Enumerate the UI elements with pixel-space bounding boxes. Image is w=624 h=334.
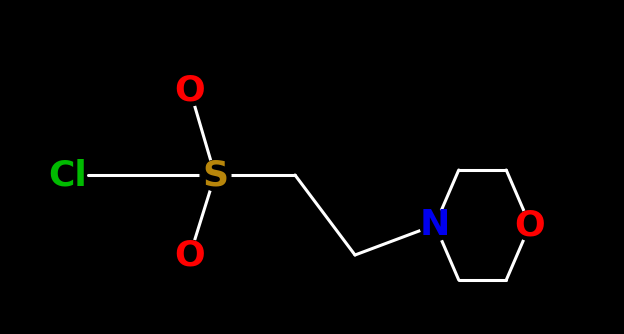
Text: O: O — [175, 238, 205, 272]
Text: Cl: Cl — [49, 158, 87, 192]
Text: O: O — [175, 73, 205, 107]
Text: S: S — [202, 158, 228, 192]
Text: O: O — [515, 208, 545, 242]
Text: N: N — [420, 208, 450, 242]
